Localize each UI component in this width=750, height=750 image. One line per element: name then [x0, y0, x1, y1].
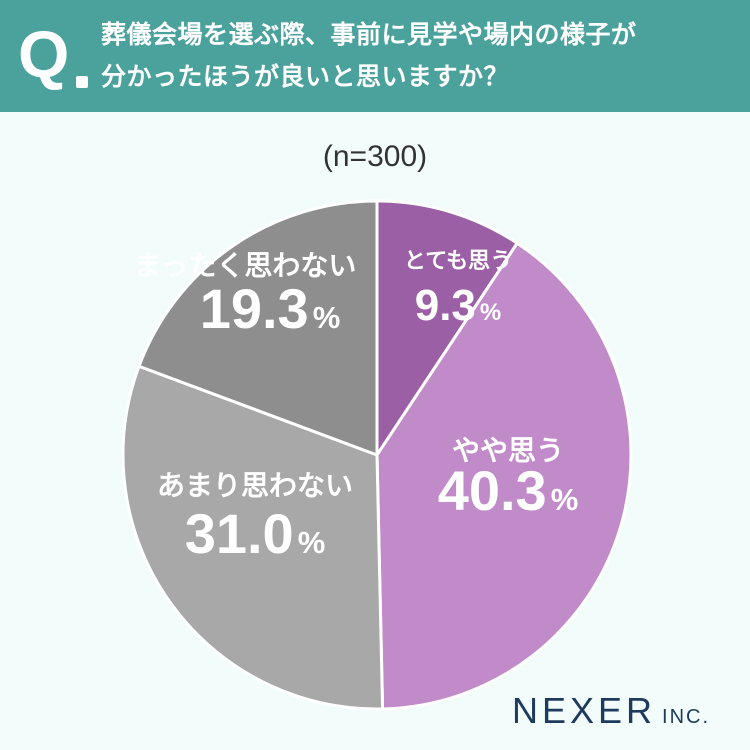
slice-unit: % — [313, 300, 341, 335]
logo-sub: INC. — [662, 706, 711, 728]
q-badge: Q — [18, 17, 98, 98]
slice-unit: % — [298, 525, 326, 560]
pie-slice — [137, 199, 379, 457]
question-header: Q 葬儀会場を選ぶ際、事前に見学や場内の様子が 分かったほうが良いと思いますか？ — [0, 0, 750, 112]
slice-unit: % — [480, 299, 501, 326]
sample-size: (n=300) — [322, 140, 428, 173]
logo-main: NEXER — [512, 690, 657, 731]
slice-label: やや思う — [452, 434, 564, 467]
question-line-1: 葬儀会場を選ぶ際、事前に見学や場内の様子が — [101, 20, 637, 49]
question-line-2: 分かったほうが良いと思いますか？ — [101, 62, 510, 91]
q-dot — [76, 76, 88, 88]
nexer-logo: NEXER INC. — [512, 690, 710, 732]
question-text: 葬儀会場を選ぶ際、事前に見学や場内の様子が 分かったほうが良いと思いますか？ — [101, 14, 741, 98]
pie-slice — [375, 241, 633, 711]
slice-label: とても思う — [404, 249, 512, 274]
pie-slice — [375, 199, 519, 457]
slice-label: あまり思わない — [157, 469, 353, 502]
slice-label: まったく思わない — [134, 249, 357, 282]
slice-unit: % — [551, 482, 579, 517]
q-letter: Q — [18, 17, 70, 91]
pie-slice — [121, 364, 385, 711]
